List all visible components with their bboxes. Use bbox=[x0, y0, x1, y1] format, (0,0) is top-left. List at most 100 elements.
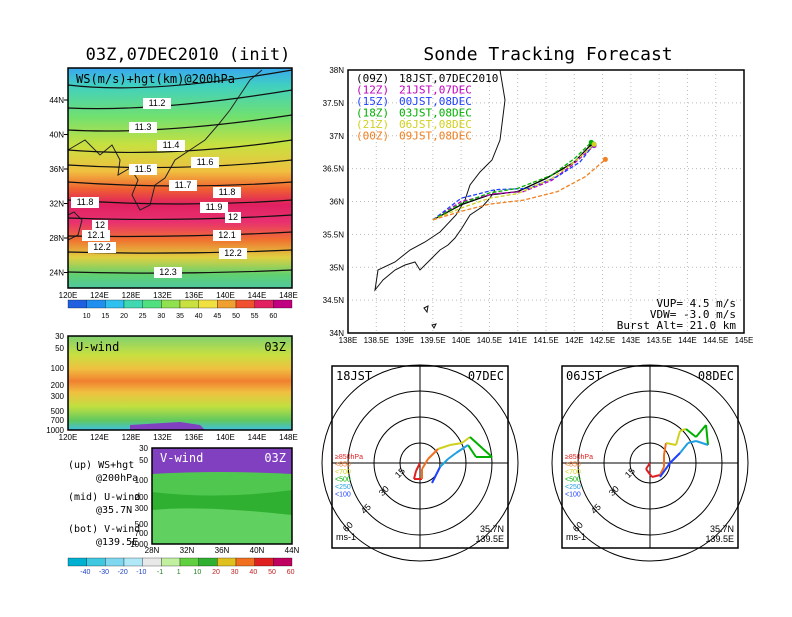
hodograph-lat: 35.7N bbox=[480, 524, 504, 534]
ws-colorbar-tick: 25 bbox=[139, 313, 147, 320]
ws-colorbar-tick: 40 bbox=[195, 313, 203, 320]
legend-z: (00Z) bbox=[356, 130, 389, 143]
hodograph-level: <700 bbox=[565, 469, 581, 476]
vwind-y-tick: 100 bbox=[135, 476, 149, 485]
hodograph-trace bbox=[437, 444, 451, 450]
tracking-title: Sonde Tracking Forecast bbox=[423, 44, 672, 65]
ws-colorbar: 10 15 20 25 30 35 40 45 50 55 60 bbox=[67, 299, 293, 320]
hodograph-unit: ms-1 bbox=[566, 532, 586, 542]
v-colorbar-cell bbox=[179, 557, 199, 567]
hodograph-lon: 139.5E bbox=[475, 534, 504, 544]
tracking-x-tick: 143.5E bbox=[646, 336, 671, 345]
tracking-y-ticks: 38N 37.5N 37N 36.5N 36N 35.5N 35N 34.5N 34N bbox=[323, 66, 345, 338]
legend-jst: 00JST,08DEC bbox=[399, 95, 472, 108]
v-colorbar-tick: 30 bbox=[231, 569, 239, 576]
init-x-tick: 120E bbox=[59, 291, 78, 300]
legend-z: (21Z) bbox=[356, 118, 389, 131]
v-colorbar-tick: -10 bbox=[136, 569, 146, 576]
contour-label-bg bbox=[213, 230, 241, 241]
contour-label-bg bbox=[219, 248, 247, 259]
v-colorbar-tick: 60 bbox=[287, 569, 295, 576]
ws-map-panel: WS(m/s)+hgt(km)@200hPa 11.2 11.3 11.4 11.5 1… bbox=[67, 67, 293, 289]
legend-jst: 09JST,08DEC bbox=[399, 130, 472, 143]
init-x-tick: 128E bbox=[122, 291, 141, 300]
hodograph-trace bbox=[679, 442, 689, 454]
legend-jst: 18JST,07DEC2010 bbox=[399, 72, 498, 85]
uwind-panel: U-wind 03Z bbox=[67, 335, 293, 431]
contour-label-bg bbox=[157, 140, 185, 151]
hodograph-trace bbox=[449, 442, 463, 446]
vwind-y-tick: 1000 bbox=[130, 540, 148, 549]
uwind-y-tick: 100 bbox=[51, 364, 65, 373]
hodograph-trace bbox=[695, 424, 707, 438]
ws-colorbar-cell bbox=[86, 299, 106, 309]
tracking-y-tick: 36.5N bbox=[323, 165, 345, 174]
hodograph-trace bbox=[447, 452, 457, 460]
note-mid2: @35.7N bbox=[96, 505, 132, 516]
v-colorbar-tick: -1 bbox=[157, 569, 163, 576]
contour-label-bg bbox=[129, 122, 157, 133]
legend-z: (09Z) bbox=[356, 72, 389, 85]
uwind-x-tick: 124E bbox=[90, 433, 109, 442]
burst-text: Burst Alt= 21.0 km bbox=[617, 319, 737, 332]
vwind-x-tick: 40N bbox=[250, 546, 265, 555]
ws-colorbar-tick: 35 bbox=[176, 313, 184, 320]
uwind-x-tick: 132E bbox=[153, 433, 172, 442]
vup-text: VUP= 4.5 m/s bbox=[657, 297, 736, 310]
track-lines bbox=[432, 139, 608, 221]
note-up: (up) WS+hgt bbox=[68, 460, 134, 471]
track-endpoint bbox=[602, 156, 608, 162]
panel-notes: (up) WS+hgt @200hPa (mid) U-wind @35.7N … bbox=[68, 460, 140, 548]
ws-colorbar-cell bbox=[198, 299, 218, 309]
track-line bbox=[432, 145, 595, 221]
init-y-ticks: 44N 40N 36N 32N 28N 24N bbox=[49, 96, 68, 278]
hodograph-ring bbox=[551, 364, 749, 562]
ws-colorbar-cell bbox=[105, 299, 125, 309]
v-colorbar-tick: 10 bbox=[193, 569, 201, 576]
vwind-y-tick: 30 bbox=[139, 444, 148, 453]
contour-labels: 11.211.311.411.511.611.711.811.8 11.91212… bbox=[71, 98, 247, 278]
tracking-y-tick: 34.5N bbox=[323, 296, 345, 305]
hodograph-trace bbox=[679, 428, 687, 432]
init-y-tick: 28N bbox=[49, 234, 64, 243]
v-colorbar-tick: 40 bbox=[249, 569, 257, 576]
tracking-x-tick: 145E bbox=[735, 336, 754, 345]
v-colorbar-cell bbox=[142, 557, 162, 567]
hodograph-time: 06JST bbox=[566, 369, 602, 383]
uwind-label: U-wind bbox=[76, 340, 119, 354]
legend-jst: 03JST,08DEC bbox=[399, 107, 472, 120]
contour-label-bg bbox=[129, 164, 157, 175]
vwind-y-tick: 200 bbox=[135, 493, 149, 502]
hodograph-level: <100 bbox=[335, 492, 351, 499]
vwind-x-tick: 36N bbox=[215, 546, 230, 555]
vwind-panel: V-wind 03Z bbox=[151, 447, 293, 545]
hodograph-date: 08DEC bbox=[698, 369, 734, 383]
tracking-y-tick: 34N bbox=[329, 329, 344, 338]
tracking-panel: (09Z) 18JST,07DEC2010 (12Z) 21JST,07DEC (15Z… bbox=[347, 69, 745, 334]
init-x-tick: 148E bbox=[279, 291, 298, 300]
tracking-x-tick: 138E bbox=[339, 336, 358, 345]
init-y-tick: 40N bbox=[49, 131, 64, 140]
contour-label: 11.7 bbox=[175, 180, 192, 190]
init-x-ticks: 120E 124E 128E 132E 136E 140E 144E 148E bbox=[59, 291, 298, 300]
uwind-y-tick: 300 bbox=[51, 392, 65, 401]
init-y-tick: 24N bbox=[49, 269, 64, 278]
track-line bbox=[432, 143, 595, 221]
vwind-y-tick: 300 bbox=[135, 504, 149, 513]
v-colorbar-cell bbox=[198, 557, 218, 567]
contour-label-bg bbox=[225, 212, 241, 223]
hodograph-level: <850 bbox=[335, 462, 351, 469]
init-x-tick: 132E bbox=[153, 291, 172, 300]
hodograph-trace bbox=[431, 466, 441, 484]
contour-label: 11.8 bbox=[219, 187, 236, 197]
contour-label: 11.9 bbox=[206, 202, 223, 212]
hodograph-trace bbox=[439, 458, 449, 468]
hodograph-trace bbox=[413, 470, 417, 480]
ws-colorbar-tick: 55 bbox=[251, 313, 259, 320]
contour-label: 11.5 bbox=[135, 164, 152, 174]
uwind-x-tick: 136E bbox=[185, 433, 204, 442]
hodograph-trace bbox=[705, 424, 709, 446]
hodograph-lon: 139.5E bbox=[705, 534, 734, 544]
